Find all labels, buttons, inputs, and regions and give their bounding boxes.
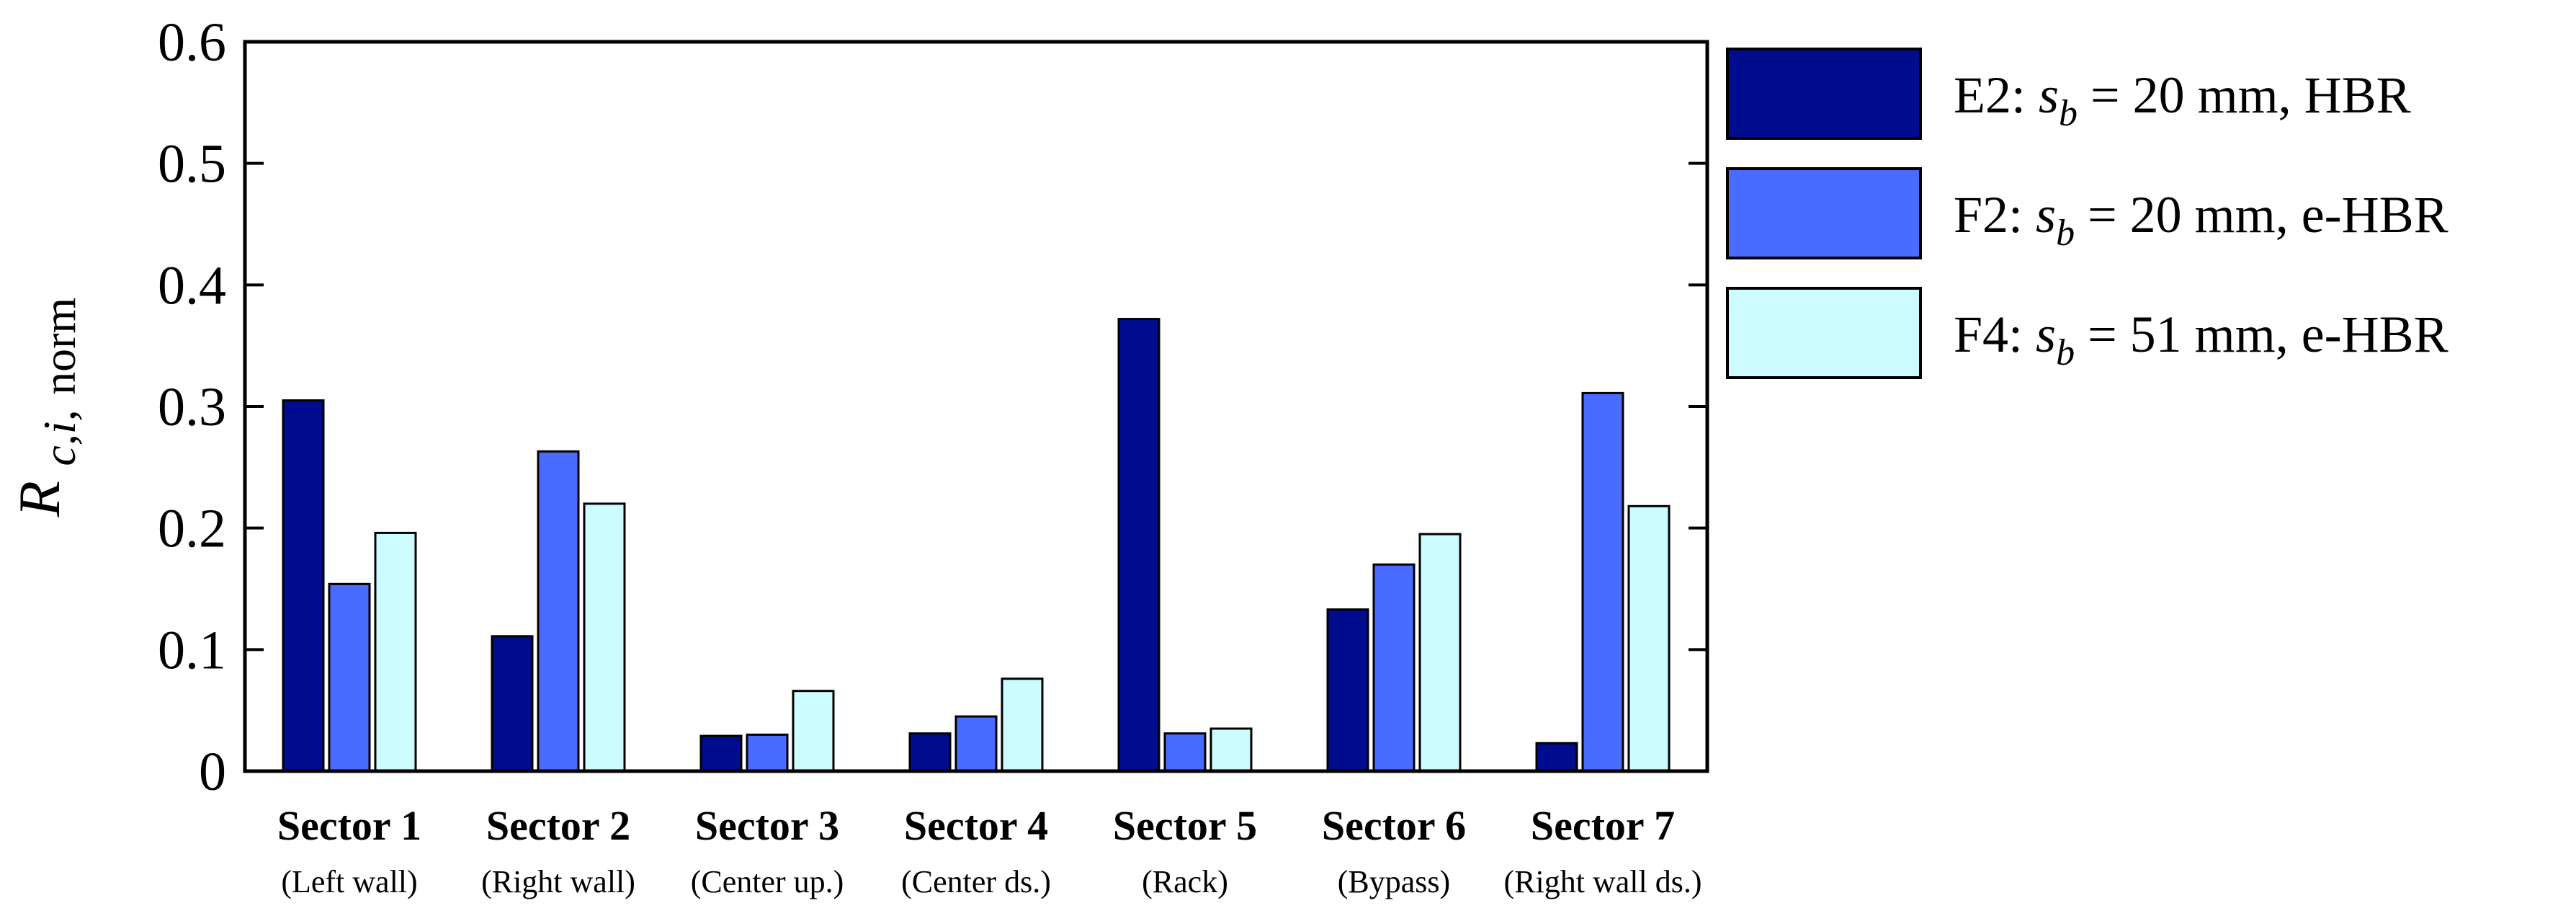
x-tick-label: Sector 7: [1531, 802, 1675, 849]
bar-2-sector-3: [746, 733, 789, 773]
bar-2-sector-6: [1372, 563, 1416, 773]
legend-label-2: F2: sb = 20 mm, e-HBR: [1954, 186, 2448, 254]
x-tick-sublabel: (Center ds.): [901, 864, 1051, 899]
y-title-sub-plain: norm: [34, 298, 85, 395]
bar-2-sector-2: [537, 450, 580, 773]
bar-1-sector-5: [1117, 318, 1160, 773]
x-tick-sublabel: (Bypass): [1338, 864, 1450, 899]
x-tick-sublabel: (Rack): [1142, 864, 1228, 899]
bar-3-sector-3: [792, 690, 835, 773]
bar-3-sector-7: [1627, 504, 1671, 773]
x-tick-label: Sector 2: [486, 802, 630, 849]
legend-swatch-2: [1726, 167, 1922, 259]
legend-swatch-1: [1726, 48, 1922, 140]
legend-swatch-3: [1726, 287, 1922, 379]
bar-3-sector-2: [583, 502, 626, 773]
x-tick-label: Sector 1: [277, 802, 421, 849]
legend: E2: sb = 20 mm, HBR F2: sb = 20 mm, e-HBR…: [1726, 48, 2448, 379]
y-axis: 0 0.1 0.2 0.3 0.4 0.5 0.6: [158, 12, 1707, 802]
x-tick-sublabel: (Right wall ds.): [1504, 864, 1702, 899]
x-tick-sublabel: (Right wall): [481, 864, 635, 899]
y-title-main: R: [6, 481, 72, 517]
y-title-sub-italic: c,i,: [34, 409, 85, 466]
x-tick-label: Sector 5: [1113, 802, 1257, 849]
bar-1-sector-1: [282, 399, 325, 773]
bar-1-sector-7: [1535, 742, 1578, 773]
x-tick-label: Sector 3: [695, 802, 839, 849]
bar-3-sector-6: [1418, 533, 1462, 773]
y-tick-label: 0.4: [158, 255, 226, 316]
bar-2-sector-4: [954, 715, 998, 773]
x-tick-label: Sector 6: [1322, 802, 1466, 849]
x-tick-sublabel: (Left wall): [281, 864, 417, 899]
x-axis-categories: Sector 1 (Left wall) Sector 2 (Right wall) S…: [277, 802, 1702, 899]
y-tick-label: 0: [199, 742, 226, 802]
y-tick-label: 0.3: [158, 377, 226, 437]
bar-3-sector-5: [1209, 727, 1253, 773]
bar-3-sector-4: [1001, 677, 1044, 773]
bar-2-sector-5: [1163, 732, 1207, 773]
plot-frame: [243, 40, 1709, 773]
legend-label-1: E2: sb = 20 mm, HBR: [1954, 66, 2411, 134]
bar-2-sector-7: [1581, 391, 1624, 773]
bar-2-sector-1: [328, 582, 371, 773]
bar-1-sector-6: [1326, 608, 1369, 773]
bar-1-sector-2: [491, 635, 534, 773]
bar-3-sector-1: [374, 531, 417, 773]
legend-label-3: F4: sb = 51 mm, e-HBR: [1954, 306, 2448, 373]
y-tick-label: 0.5: [158, 134, 226, 195]
x-tick-label: Sector 4: [904, 802, 1048, 849]
bars-layer: [282, 318, 1671, 773]
bar-1-sector-4: [908, 732, 952, 773]
bar-1-sector-3: [699, 734, 743, 773]
y-axis-title-text: R c,i, norm: [6, 298, 88, 517]
y-axis-title: R c,i, norm: [6, 298, 88, 517]
y-tick-label: 0.2: [158, 499, 226, 559]
y-tick-label: 0.1: [158, 620, 226, 680]
y-tick-label: 0.6: [158, 12, 226, 73]
x-tick-sublabel: (Center up.): [691, 864, 844, 899]
